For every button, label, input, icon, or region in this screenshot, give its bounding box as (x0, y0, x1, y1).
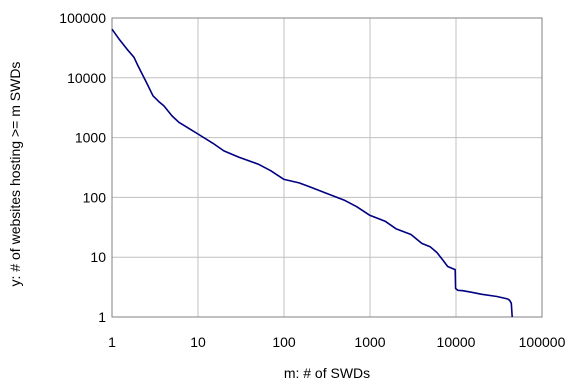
gridlines (112, 18, 542, 317)
x-tick-label: 1000 (354, 334, 385, 350)
y-tick-label: 10000 (67, 70, 106, 86)
x-tick-label: 100 (272, 334, 296, 350)
y-tick-label: 10 (90, 249, 106, 265)
x-tick-label: 10 (190, 334, 206, 350)
y-tick-label: 1000 (75, 130, 106, 146)
plot-area (112, 18, 542, 317)
y-tick-label: 1 (98, 309, 106, 325)
x-tick-label: 10000 (437, 334, 476, 350)
y-tick-labels: 1 10 100 1000 10000 100000 (59, 10, 106, 325)
x-axis-title: m: # of SWDs (284, 365, 370, 381)
y-tick-label: 100 (83, 189, 107, 205)
plot-border (111, 17, 543, 318)
y-axis-title: y: # of websites hosting >= m SWDs (7, 62, 23, 287)
x-tick-label: 100000 (519, 334, 566, 350)
x-tick-label: 1 (108, 334, 116, 350)
series-line (111, 28, 513, 318)
y-tick-label: 100000 (59, 10, 106, 26)
x-tick-labels: 1 10 100 1000 10000 100000 (108, 334, 565, 350)
